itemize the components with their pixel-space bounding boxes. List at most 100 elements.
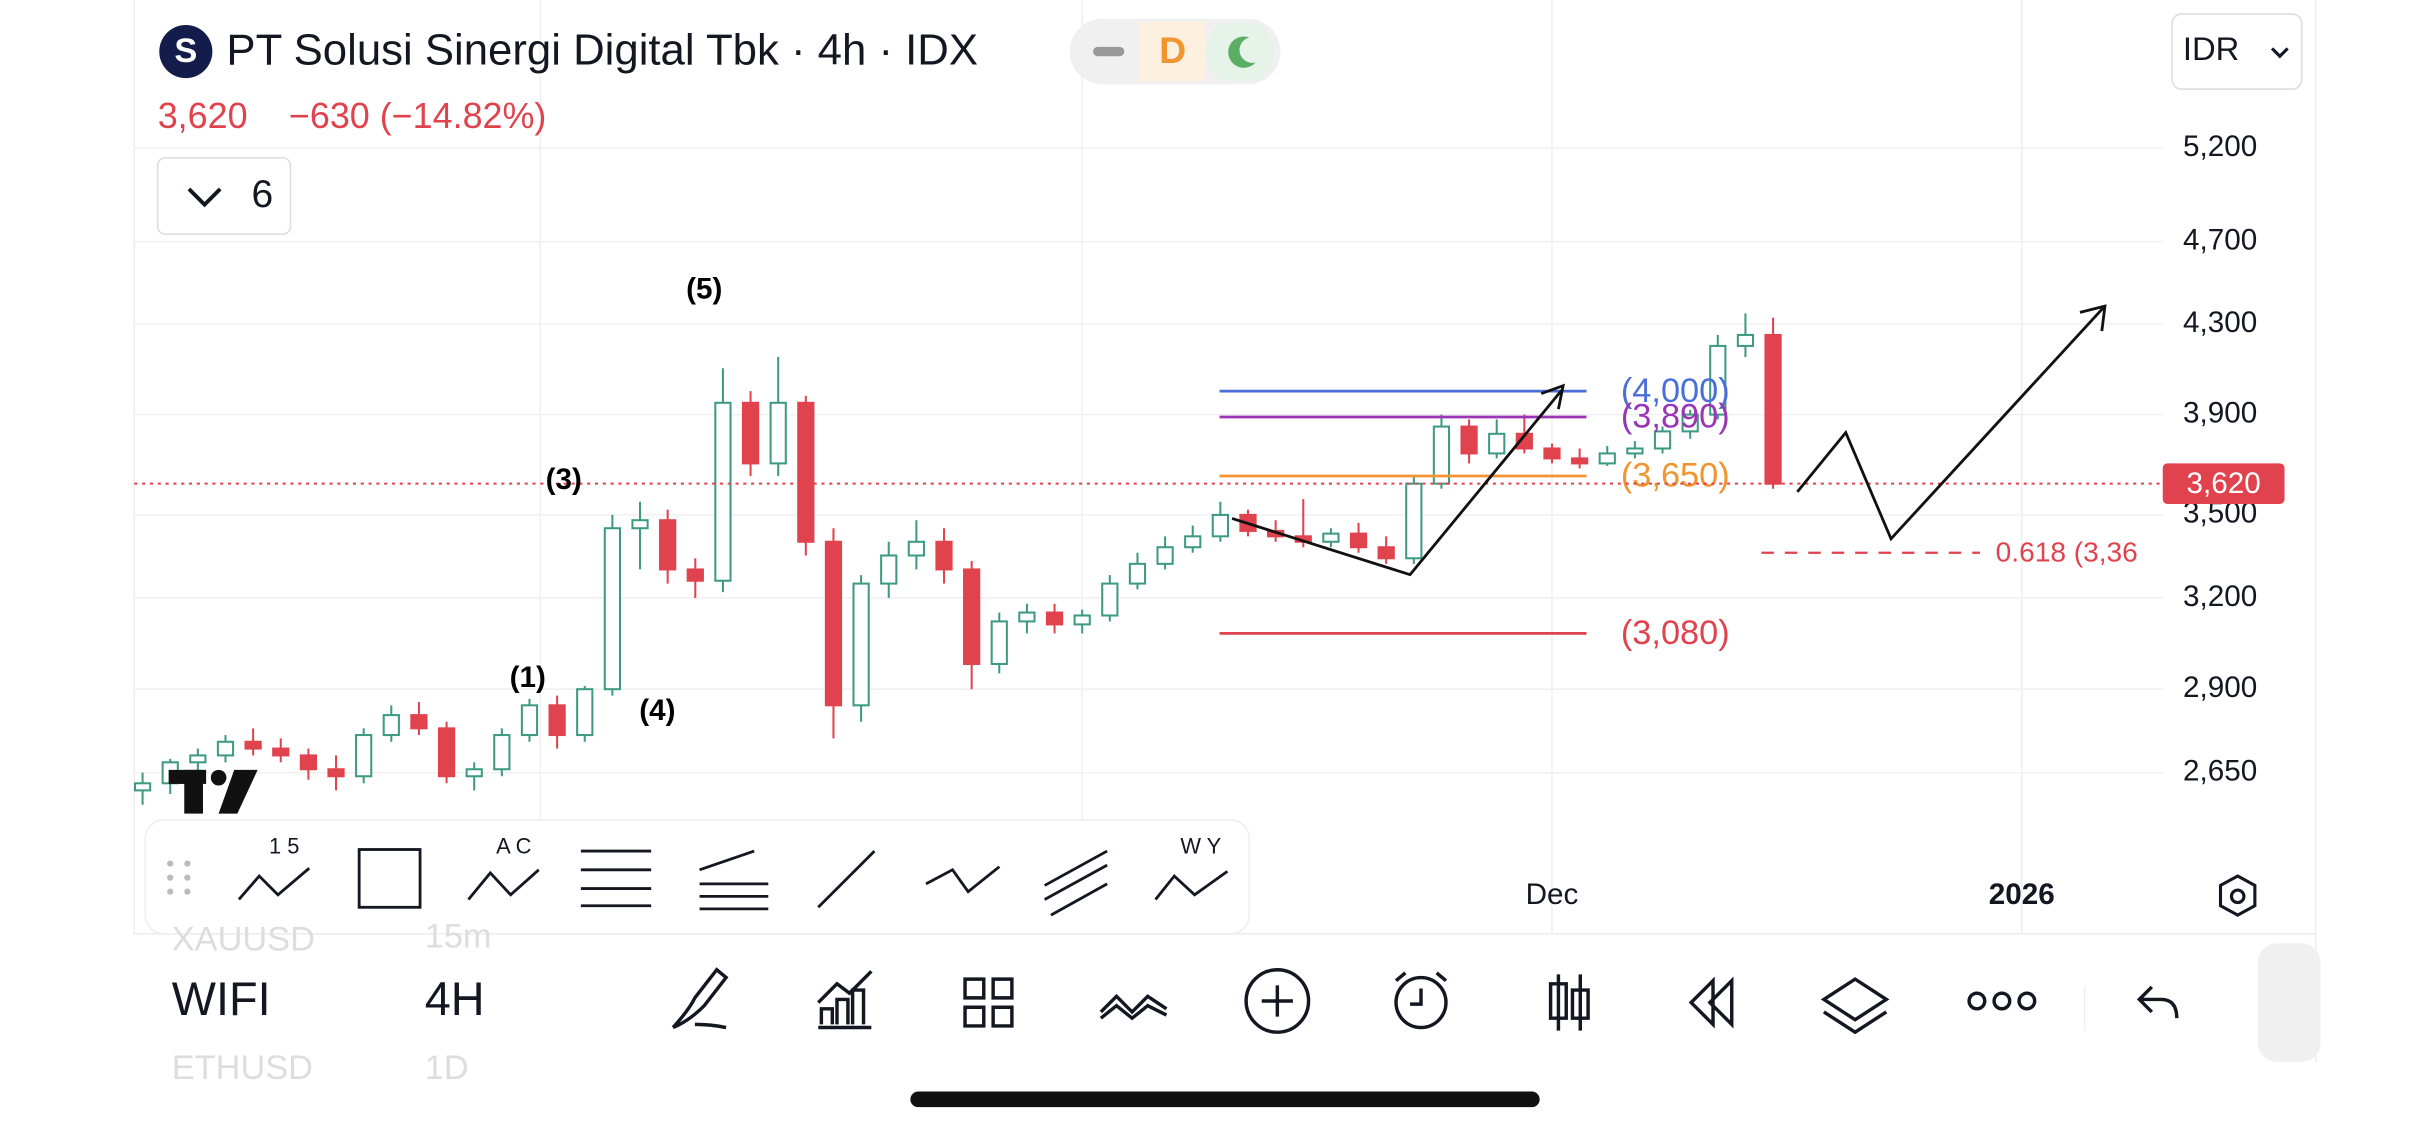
level-label: (3,080) — [1621, 614, 1730, 652]
tool-label: W Y — [1180, 834, 1221, 859]
plot: (4,000)(3,890) (3,650) (3,080) 0.618 (3,36 — [133, 0, 2163, 934]
drawing — [1796, 306, 2105, 542]
drag-handle — [167, 860, 191, 895]
candle-body — [686, 568, 704, 582]
candle-body — [990, 620, 1008, 665]
chevron — [187, 187, 222, 208]
candle-body — [355, 734, 373, 778]
y-tick-label: 3,200 — [2183, 580, 2257, 613]
tool-path[interactable] — [925, 865, 1001, 894]
wave-label: (1) — [510, 661, 546, 694]
candle-body — [410, 714, 428, 730]
candle-body — [631, 519, 649, 530]
nav-replay[interactable] — [1688, 976, 1734, 1029]
price-change: −630 (−14.82%) — [289, 95, 547, 136]
pill-bg — [1139, 21, 1206, 82]
moon-icon — [1228, 36, 1256, 68]
nav-indicators[interactable] — [817, 970, 873, 1030]
nav-candles[interactable] — [1548, 974, 1590, 1031]
tool-channel[interactable] — [1043, 849, 1108, 917]
drawing — [1540, 383, 1565, 410]
candle-body — [465, 768, 483, 778]
candle-body — [907, 540, 925, 557]
candle-body — [493, 734, 511, 771]
candle-body — [272, 747, 290, 757]
y-tick-label: 5,200 — [2183, 130, 2257, 163]
candle-body — [1405, 482, 1423, 560]
candle-body — [299, 754, 318, 771]
indicators-toggle[interactable] — [156, 156, 292, 236]
currency-select[interactable] — [2171, 13, 2303, 90]
candle-body — [1156, 546, 1174, 565]
currency: IDR — [2183, 30, 2239, 67]
settings-icon — [2229, 888, 2246, 905]
pill-icon — [1093, 46, 1125, 57]
symbol-logo-text: S — [174, 32, 197, 70]
tool-wave[interactable] — [237, 867, 311, 901]
chevron — [2270, 47, 2289, 59]
tool-label: 1 5 — [269, 834, 299, 859]
candle-body — [1736, 333, 1755, 347]
indicators-count: 6 — [251, 173, 273, 216]
candle-body — [437, 727, 456, 778]
candle-body — [659, 519, 677, 571]
candle-body — [824, 540, 843, 707]
nav-more — [1992, 991, 2012, 1011]
tool-fib[interactable] — [580, 849, 652, 908]
nav-alert[interactable] — [1394, 975, 1448, 1030]
candle-body — [1626, 447, 1644, 455]
nav-add[interactable] — [1244, 968, 1311, 1034]
session-badge: D — [1159, 29, 1186, 71]
x-tick-label: 2026 — [1989, 878, 2055, 911]
candle-body — [576, 688, 594, 737]
candle-body — [1377, 546, 1395, 560]
watchlist-symbol[interactable]: XAUUSD — [172, 921, 315, 959]
nav-layouts[interactable] — [963, 977, 1014, 1028]
symbol-title[interactable]: PT Solusi Sinergi Digital Tbk · 4h · IDX — [226, 26, 978, 75]
candle-body — [1598, 452, 1616, 465]
candle-body — [1211, 513, 1229, 538]
watchlist-symbol[interactable]: ETHUSD — [172, 1049, 313, 1087]
watchlist-interval: 15m — [425, 918, 492, 956]
y-tick-label: 4,700 — [2183, 224, 2257, 257]
wave-label: (4) — [639, 694, 675, 727]
candle-body — [327, 768, 345, 778]
candle-body — [189, 754, 207, 764]
candle-body — [1073, 614, 1091, 626]
candle-body — [797, 401, 815, 543]
settings-icon[interactable] — [2218, 874, 2257, 917]
wave-label: (3) — [546, 463, 582, 496]
candle-body — [1571, 457, 1589, 465]
wave-label: (5) — [686, 272, 722, 305]
tool-fib-ext[interactable] — [699, 849, 769, 911]
last-price-label: 3,620 — [2187, 467, 2261, 500]
candle-body — [1101, 582, 1119, 617]
candle-body — [880, 554, 898, 585]
panel-toggle[interactable] — [2257, 943, 2321, 1062]
nav-compare[interactable] — [1099, 993, 1168, 1021]
watchlist-interval[interactable]: 4H — [425, 973, 485, 1025]
watchlist-current-bg — [134, 952, 658, 1047]
nav-undo[interactable] — [2136, 985, 2179, 1019]
tool-rect[interactable] — [357, 848, 422, 909]
candle-body — [769, 401, 787, 465]
candle-body — [1653, 430, 1672, 450]
tool-abc[interactable] — [467, 868, 540, 901]
nav-layers[interactable] — [1820, 977, 1890, 1035]
tool-trendline[interactable] — [817, 850, 876, 909]
tradingview-logo — [168, 769, 258, 814]
tool-wxy[interactable] — [1154, 870, 1229, 901]
candle-body — [1764, 333, 1782, 485]
nav-more[interactable] — [1967, 991, 1987, 1011]
candle-body — [382, 714, 400, 737]
candle-body — [520, 704, 539, 737]
nav-draw[interactable] — [671, 967, 729, 1030]
candle-body — [963, 568, 981, 665]
candle-body — [1488, 432, 1506, 455]
candle-body — [935, 540, 953, 571]
watchlist-symbol[interactable]: WIFI — [172, 973, 271, 1025]
candle-body — [741, 401, 760, 465]
last-price-box — [2162, 463, 2285, 504]
